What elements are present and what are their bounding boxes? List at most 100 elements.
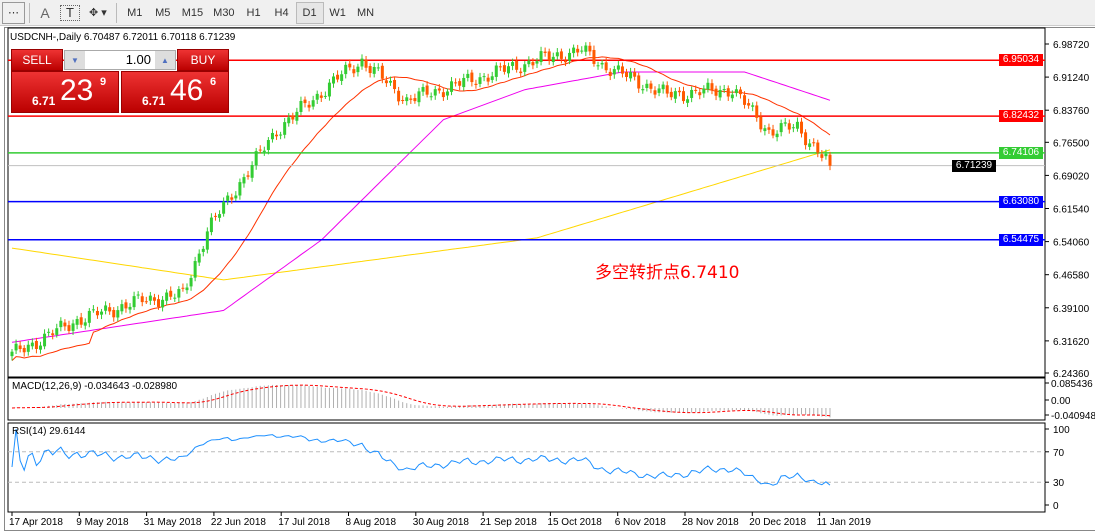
candle-body	[710, 83, 714, 91]
candle-body	[828, 154, 832, 166]
candle-body	[173, 297, 177, 299]
candle-body	[91, 309, 95, 311]
timeframe-h1[interactable]: H1	[246, 6, 261, 19]
candle-body	[775, 133, 779, 138]
candle-body	[478, 77, 482, 84]
timeframe-m30[interactable]: M30	[213, 6, 235, 19]
candle-body	[295, 111, 299, 121]
text-label-icon[interactable]: T	[60, 4, 80, 21]
candle-body	[242, 177, 246, 184]
candle-body	[547, 51, 551, 61]
candle-body	[87, 310, 91, 323]
x-tick-label: 9 May 2018	[76, 517, 129, 528]
candle-body	[580, 50, 584, 52]
candle-body	[445, 91, 449, 96]
candle-body	[388, 80, 392, 83]
buy-price[interactable]: 6.71 46 6	[121, 71, 229, 113]
candle-body	[763, 128, 767, 132]
x-tick-label: 6 Nov 2018	[615, 517, 667, 528]
candle-body	[738, 89, 742, 95]
candle-body	[730, 94, 734, 99]
candle-body	[14, 343, 18, 351]
rsi-tick-label: 70	[1053, 448, 1065, 459]
timeframe-h4[interactable]: H4	[274, 6, 289, 19]
increase-icon[interactable]: ▲	[155, 51, 175, 69]
candle-body	[535, 61, 539, 64]
candle-body	[531, 62, 535, 66]
candle-body	[360, 58, 364, 67]
candle-body	[653, 90, 657, 95]
pivot-annotation: 多空转折点6.7410	[595, 263, 740, 283]
candle-body	[559, 51, 563, 59]
candle-body	[462, 77, 466, 88]
y-tick-label: 6.76500	[1053, 138, 1090, 149]
candle-body	[209, 217, 213, 233]
candle-body	[665, 85, 669, 94]
candle-body	[108, 307, 112, 312]
candle-body	[555, 52, 559, 57]
candle-body	[299, 100, 303, 112]
candle-body	[669, 91, 673, 98]
lot-size-stepper[interactable]: ▼ 1.00 ▲	[64, 50, 176, 70]
candle-body	[490, 76, 494, 80]
timeframe-m5[interactable]: M5	[155, 6, 171, 19]
candle-body	[352, 69, 356, 74]
candle-body	[51, 333, 55, 336]
candle-body	[397, 90, 401, 102]
candle-body	[332, 76, 336, 84]
candle-body	[718, 89, 722, 98]
candle-body	[433, 89, 437, 96]
candle-body	[494, 65, 498, 77]
buy-button[interactable]: BUY	[177, 49, 229, 71]
candle-body	[437, 88, 441, 91]
candle-body	[539, 51, 543, 63]
y-tick-label: 6.31620	[1053, 337, 1090, 348]
macd-tick-label: 0.00	[1051, 396, 1071, 407]
shapes-icon[interactable]: ✥ ▾	[88, 7, 107, 19]
price-level-tag: 6.95034	[999, 54, 1043, 67]
candle-body	[686, 99, 690, 103]
decrease-icon[interactable]: ▼	[65, 51, 85, 69]
candle-body	[372, 66, 376, 74]
candle-body	[340, 74, 344, 81]
sell-price-prefix: 6.71	[32, 94, 56, 108]
rsi-tick-label: 30	[1053, 478, 1065, 489]
candle-body	[596, 65, 600, 67]
candle-body	[523, 64, 527, 72]
timeframe-w1[interactable]: W1	[329, 6, 346, 19]
candle-body	[157, 299, 161, 307]
x-tick-label: 8 Aug 2018	[346, 517, 397, 528]
sell-button[interactable]: SELL	[11, 49, 63, 71]
candle-body	[144, 301, 148, 303]
x-tick-label: 31 May 2018	[144, 517, 202, 528]
timeframe-m15[interactable]: M15	[181, 6, 204, 19]
y-tick-label: 6.39100	[1053, 304, 1090, 315]
candle-body	[498, 66, 502, 68]
candle-body	[63, 322, 67, 327]
candle-body	[38, 345, 42, 350]
candle-body	[380, 65, 384, 79]
candle-body	[348, 63, 352, 68]
candle-body	[600, 62, 604, 65]
timeframe-m1[interactable]: M1	[127, 6, 143, 19]
sell-price[interactable]: 6.71 23 9	[11, 71, 119, 113]
candle-body	[266, 140, 270, 150]
candle-body	[572, 47, 576, 54]
lot-size-input[interactable]: 1.00	[125, 52, 151, 67]
candle-body	[136, 294, 140, 296]
timeframe-mn[interactable]: MN	[357, 6, 375, 19]
ma-slow-line	[11, 149, 831, 281]
x-tick-label: 17 Apr 2018	[9, 517, 63, 528]
candle-body	[230, 197, 234, 200]
text-icon[interactable]: A	[40, 4, 50, 21]
candle-body	[26, 344, 30, 352]
timeframe-d1[interactable]: D1	[295, 1, 324, 24]
crosshair-grid-icon[interactable]: ⋯	[2, 1, 25, 24]
candle-body	[393, 79, 397, 90]
toolbar: ⋯ A T ✥ ▾ M1 M5 M15 M30 H1 H4 D1 W1 MN	[0, 0, 1095, 26]
candle-body	[804, 132, 808, 146]
candle-body	[657, 88, 661, 93]
sell-price-fraction: 9	[100, 76, 107, 88]
candle-body	[755, 105, 759, 118]
